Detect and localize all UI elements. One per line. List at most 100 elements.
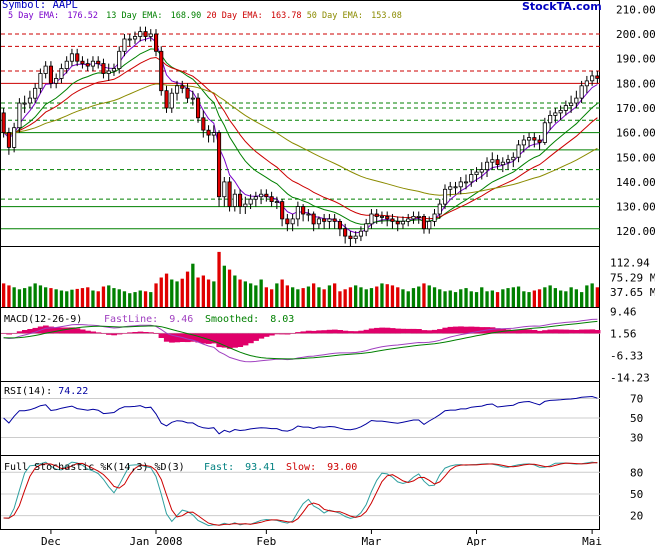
macd-histogram-bar [410, 328, 417, 334]
candle-body [248, 198, 253, 205]
price-tick-label: 210.00 [616, 3, 655, 16]
rsi-tick-label: 70 [630, 393, 643, 406]
macd-histogram-bar [332, 329, 338, 334]
candle-body [511, 156, 516, 161]
volume-bar [80, 288, 85, 307]
volume-bar [495, 292, 500, 307]
volume-bar [459, 289, 463, 307]
candle-body [316, 218, 321, 225]
volume-bar [406, 291, 410, 307]
volume-bar [206, 279, 211, 307]
candle-body [590, 75, 595, 82]
volume-bar [369, 288, 374, 307]
candle-body [563, 105, 568, 111]
candle-body [379, 215, 384, 218]
macd-histogram-bar [295, 332, 301, 334]
candle-body [75, 53, 80, 62]
candle-body [406, 218, 411, 222]
volume-bar [217, 251, 221, 307]
macd-tick-label: -14.23 [610, 371, 650, 384]
macd-histogram-bar [542, 330, 548, 334]
volume-bar [427, 285, 431, 307]
macd-histogram-bar [515, 329, 522, 334]
candle-body [33, 87, 38, 99]
stoch-fast-value: 93.41 [245, 462, 275, 473]
macd-histogram-bar [594, 330, 601, 334]
macd-histogram-bar [326, 329, 333, 334]
volume-bar [65, 291, 69, 307]
volume-bar [590, 283, 594, 307]
stoch-lines [3, 461, 598, 527]
volume-bar [70, 289, 74, 307]
volume-bar [380, 283, 384, 307]
candle-body [122, 38, 127, 52]
macd-histogram-bar [242, 333, 249, 346]
macd-tick-label: -6.33 [610, 349, 643, 362]
volume-bar [401, 289, 405, 307]
volume-bar [354, 285, 358, 307]
macd-smooth-label: Smoothed: [205, 314, 259, 325]
macd-histogram [1, 325, 601, 349]
candle-body [1, 112, 6, 134]
volume-bar [317, 287, 321, 307]
candle-body [59, 68, 64, 79]
candle-body [521, 139, 526, 146]
volume-axis-labels: 112.94 M75.29 M 37.65 M [610, 257, 655, 300]
ema13-label: 13 Day EMA: [106, 11, 162, 21]
macd-histogram-bar [337, 330, 343, 334]
volume-bar [469, 291, 473, 307]
candle-body [553, 112, 558, 116]
candle-body [542, 122, 547, 143]
candle-body [201, 117, 206, 131]
volume-bar [243, 281, 247, 307]
candle-body [301, 206, 306, 215]
macd-histogram-bar [447, 326, 454, 334]
stoch-slow-value: 93.00 [327, 462, 357, 473]
macd-histogram-bar [489, 327, 496, 334]
macd-histogram-bar [279, 333, 286, 335]
macd-histogram-bar [558, 329, 564, 334]
macd-histogram-bar [184, 333, 191, 343]
candle-body [495, 159, 500, 165]
price-tick-label: 130.00 [616, 201, 655, 214]
macd-histogram-bar [431, 329, 438, 334]
candle-body [474, 171, 479, 176]
volume-bar [17, 289, 22, 307]
ema50-line [3, 83, 598, 196]
price-tick-label: 120.00 [616, 225, 655, 238]
x-axis: Dec Jan 2008 Feb Mar Apr Mai [41, 530, 602, 546]
candle-body [159, 50, 164, 92]
candle-body [54, 78, 59, 84]
macd-histogram-bar [479, 327, 485, 334]
macd-histogram-bar [494, 328, 501, 334]
x-tick-label: Mai [582, 535, 602, 546]
volume-bar [86, 287, 90, 307]
candle-body [38, 73, 43, 89]
rsi-tick-label: 50 [630, 412, 643, 425]
macd-histogram-bar [232, 333, 238, 348]
candle-body [490, 159, 495, 163]
volume-bar [49, 288, 53, 307]
volume-bar [270, 289, 274, 307]
macd-histogram-bar [106, 333, 112, 335]
volume-bar [38, 285, 43, 307]
price-tick-label: 190.00 [616, 53, 655, 66]
ema5-value: 176.52 [67, 11, 98, 21]
candle-body [469, 174, 474, 183]
candle-body [17, 102, 22, 129]
macd-histogram-bar [379, 327, 385, 334]
price-tick-label: 150.00 [616, 151, 655, 164]
volume-bar [196, 277, 200, 307]
volume-bar [516, 286, 521, 307]
candle-body [69, 53, 75, 62]
volume-bar [385, 284, 389, 307]
macd-histogram-bar [526, 329, 533, 334]
candle-body [111, 68, 117, 72]
volume-bar [33, 283, 37, 307]
macd-histogram-bar [127, 332, 133, 334]
candle-body [148, 33, 153, 37]
macd-histogram-bar [253, 333, 259, 341]
rsi-axis-labels: 70 50 30 [630, 393, 643, 445]
volume-bar [438, 289, 442, 307]
